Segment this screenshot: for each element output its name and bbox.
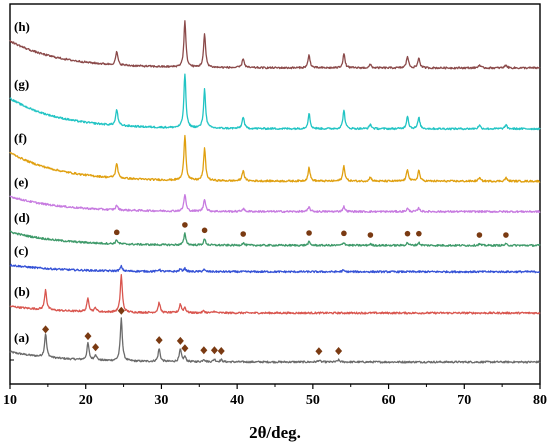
series-line-f (9, 134, 541, 183)
diamond-marker (42, 325, 50, 334)
series-label-a: (a) (14, 330, 29, 345)
series-line-a (9, 317, 541, 364)
diamond-marker (200, 346, 208, 355)
series-line-e (9, 193, 541, 214)
plot-frame (9, 3, 541, 385)
x-tick-label: 10 (3, 393, 17, 408)
x-axis-title: 2θ/deg. (249, 423, 301, 442)
circle-marker (201, 227, 208, 234)
diamond-marker (335, 346, 343, 355)
x-tick-label: 30 (154, 393, 168, 408)
series-label-b: (b) (14, 284, 30, 299)
diamond-marker (117, 306, 125, 315)
series-line-d (9, 230, 541, 247)
x-tick-label: 50 (306, 393, 320, 408)
diamond-marker (176, 336, 184, 345)
circle-marker (306, 230, 312, 236)
circle-marker (503, 232, 509, 238)
series-label-f: (f) (14, 130, 27, 145)
series-line-c (9, 263, 541, 274)
diamond-marker (315, 347, 323, 356)
diamond-marker (217, 346, 225, 355)
series-layer (9, 20, 541, 364)
circle-marker (476, 232, 483, 238)
diamond-marker (181, 344, 189, 353)
series-label-d: (d) (14, 210, 30, 225)
circle-marker (182, 222, 188, 228)
x-tick-label: 60 (382, 393, 396, 408)
circle-marker (416, 230, 422, 237)
x-tick-label: 40 (230, 393, 244, 408)
x-tick-label: 20 (79, 393, 93, 408)
x-axis-ticks: 10 20 30 40 50 60 70 80 (3, 359, 547, 408)
series-label-h: (h) (14, 19, 30, 34)
diamond-marker (84, 332, 92, 341)
circle-marker (341, 230, 347, 237)
circle-marker (113, 229, 120, 236)
diamond-marker (210, 346, 218, 355)
series-label-g: (g) (14, 76, 29, 91)
series-tag-layer: (a) (b) (c) (d) (e) (f) (g) (h) (14, 19, 30, 345)
diamond-marker (155, 336, 163, 345)
series-line-g (9, 73, 541, 131)
series-line-h (9, 20, 541, 70)
x-tick-label: 70 (457, 393, 471, 408)
diamond-marker (92, 343, 100, 352)
circle-marker (367, 232, 374, 238)
series-label-c: (c) (14, 243, 28, 258)
series-line-b (9, 274, 541, 315)
series-label-e: (e) (14, 174, 28, 189)
x-tick-label: 80 (533, 393, 547, 408)
circle-marker (404, 230, 411, 237)
circle-marker (240, 231, 246, 237)
marker-layer (42, 222, 509, 356)
